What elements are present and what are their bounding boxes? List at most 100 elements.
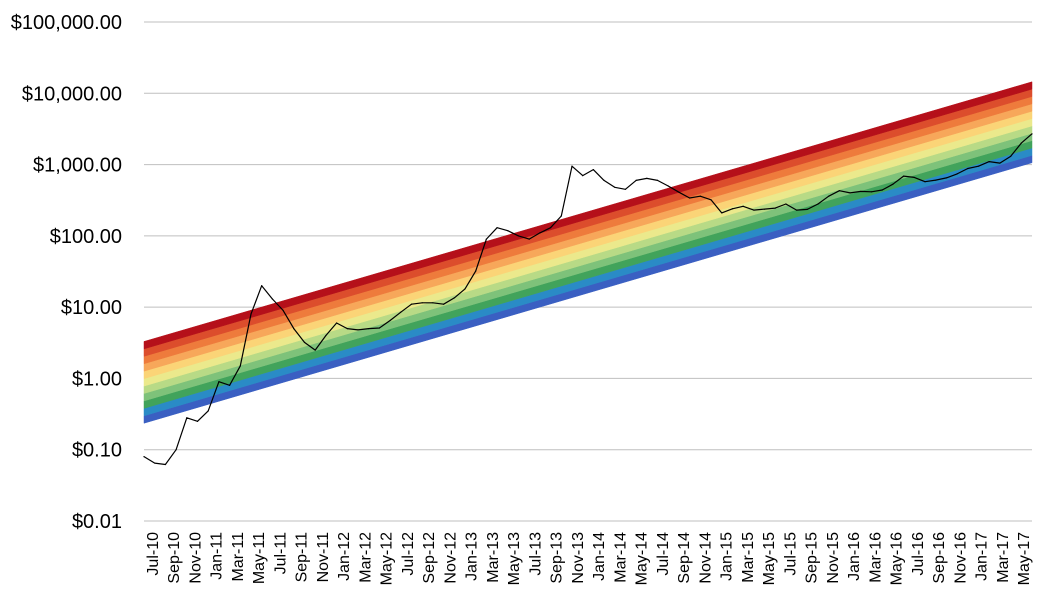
rainbow-band — [143, 96, 1033, 365]
price-point — [635, 179, 637, 181]
price-point — [357, 329, 359, 331]
price-point — [924, 181, 926, 183]
price-point — [870, 191, 873, 193]
rainbow-band — [143, 103, 1033, 372]
price-point — [892, 183, 894, 185]
x-tick-label: Mar-11 — [230, 532, 247, 582]
rainbow-bands — [143, 81, 1033, 424]
x-tick-label: Sep-14 — [676, 532, 693, 584]
x-tick-label: Nov-16 — [952, 532, 969, 584]
x-tick-label: Jul-11 — [272, 532, 289, 574]
x-tick-label: Jan-14 — [591, 532, 608, 581]
price-point — [678, 191, 680, 193]
price-point — [186, 417, 188, 419]
price-point — [282, 309, 284, 312]
price-point — [410, 303, 413, 305]
x-tick-label: Mar-14 — [612, 532, 629, 583]
y-tick-label: $100.00 — [50, 226, 122, 248]
price-point — [646, 177, 648, 179]
x-tick-label: Sep-16 — [931, 532, 948, 584]
price-point — [785, 203, 787, 205]
rainbow-band — [143, 88, 1033, 357]
price-point — [582, 175, 584, 177]
x-tick-label: Nov-10 — [187, 532, 204, 584]
y-tick-label: $10.00 — [61, 297, 122, 319]
price-point — [485, 238, 487, 240]
rainbow-band — [143, 155, 1033, 424]
price-line — [143, 133, 1033, 466]
price-point — [753, 209, 755, 211]
x-tick-label: Nov-11 — [315, 532, 332, 582]
price-point — [977, 165, 980, 167]
price-point — [303, 341, 306, 344]
price-point — [175, 449, 177, 451]
x-tick-label: Jul-16 — [910, 532, 927, 576]
x-tick-label: Jul-14 — [655, 532, 672, 576]
y-tick-label: $0.01 — [72, 511, 122, 533]
price-point — [967, 167, 969, 170]
y-tick-label: $1.00 — [72, 368, 122, 390]
price-point — [592, 169, 594, 171]
x-tick-label: Mar-17 — [995, 532, 1012, 583]
x-tick-label: Jan-12 — [336, 532, 353, 581]
y-axis-ticks: $100,000.00 $10,000.00 $1,000.00 $100.00 $10… — [11, 12, 122, 533]
x-tick-label: May-16 — [889, 532, 906, 585]
x-tick-label: Sep-10 — [166, 532, 183, 584]
price-point — [453, 297, 455, 299]
x-tick-label: Mar-13 — [485, 532, 502, 583]
price-point — [378, 327, 380, 329]
price-point — [988, 161, 990, 163]
price-point — [528, 238, 530, 240]
x-tick-label: May-15 — [761, 532, 778, 585]
price-point — [560, 215, 562, 217]
price-point — [774, 207, 776, 209]
price-point — [1020, 142, 1022, 144]
price-point — [335, 322, 338, 324]
price-point — [656, 179, 659, 181]
price-point — [507, 230, 509, 232]
price-series — [143, 133, 1033, 466]
x-tick-label: Sep-15 — [804, 532, 821, 584]
x-tick-label: May-14 — [634, 532, 651, 585]
price-point — [421, 302, 423, 304]
rainbow-band — [143, 125, 1033, 394]
price-point — [1031, 133, 1033, 135]
price-point — [828, 195, 830, 197]
price-point — [603, 179, 605, 181]
price-point — [442, 303, 445, 305]
price-point — [913, 176, 915, 179]
y-tick-label: $0.10 — [72, 440, 122, 462]
price-point — [860, 190, 862, 193]
price-point — [763, 208, 766, 210]
price-point — [261, 285, 263, 287]
price-point — [710, 199, 712, 201]
x-tick-label: May-11 — [251, 532, 268, 584]
price-point — [689, 197, 691, 199]
x-tick-label: Jan-17 — [974, 532, 991, 581]
x-tick-label: Jan-16 — [846, 532, 863, 581]
x-tick-label: Jan-13 — [464, 532, 481, 581]
price-point — [368, 328, 370, 330]
x-tick-label: Jan-15 — [719, 532, 736, 581]
x-tick-label: Mar-12 — [357, 532, 374, 583]
price-point — [475, 270, 477, 272]
price-point — [346, 328, 348, 330]
price-point — [164, 463, 166, 466]
price-point — [207, 410, 209, 412]
price-point — [228, 384, 231, 386]
price-point — [314, 349, 316, 351]
x-tick-label: Jan-11 — [209, 532, 226, 580]
price-point — [154, 462, 156, 464]
price-point — [742, 205, 744, 207]
x-tick-label: Nov-15 — [825, 532, 842, 584]
x-tick-label: Sep-11 — [294, 532, 311, 583]
price-point — [1010, 155, 1012, 158]
price-point — [935, 179, 937, 181]
x-tick-label: May-13 — [506, 532, 523, 585]
price-point — [956, 173, 958, 175]
x-tick-label: May-17 — [1016, 532, 1033, 585]
price-point — [945, 177, 948, 179]
x-tick-label: Nov-13 — [570, 532, 587, 584]
price-point — [293, 328, 295, 330]
